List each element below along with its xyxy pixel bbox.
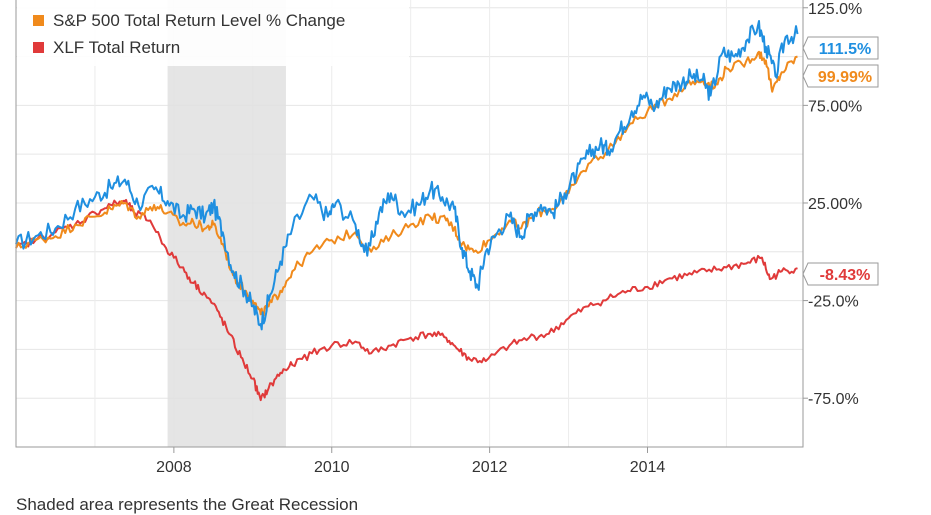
end-value-label: 99.99% <box>818 69 872 86</box>
end-value-callouts: 111.5% 99.99% -8.43% <box>802 36 879 286</box>
y-tick-label: 75.00% <box>808 98 862 115</box>
y-tick-label: 25.00% <box>808 196 862 213</box>
y-tick-label: 125.0% <box>808 1 862 18</box>
x-axis-ticks: 2008 2010 2012 2014 <box>156 447 665 476</box>
series-lines <box>15 20 799 402</box>
x-tick-label: 2010 <box>314 459 350 476</box>
plot-frame <box>15 0 804 448</box>
x-tick-label: 2008 <box>156 459 192 476</box>
legend-label: S&P Total Return <box>53 0 183 3</box>
end-value-callout: 99.99% <box>802 64 879 88</box>
legend: S&P Total Return S&P 500 Total Return Lev… <box>17 0 409 66</box>
legend-swatch <box>33 42 44 53</box>
series-line-3 <box>15 198 798 402</box>
legend-label: S&P 500 Total Return Level % Change <box>53 11 345 30</box>
legend-label: XLF Total Return <box>53 38 180 57</box>
y-tick-label: -25.0% <box>808 294 859 311</box>
y-axis-ticks: 125.0% 75.00% 25.00% -25.0% -75.0% <box>803 1 862 408</box>
series-line-2 <box>15 50 798 317</box>
x-tick-label: 2014 <box>630 459 666 476</box>
end-value-callout: 111.5% <box>802 36 879 60</box>
series-line-1 <box>15 20 799 331</box>
footnote: Shaded area represents the Great Recessi… <box>16 495 359 514</box>
end-value-label: 111.5% <box>819 41 872 58</box>
y-tick-label: -75.0% <box>808 391 859 408</box>
x-tick-label: 2012 <box>472 459 508 476</box>
legend-swatch <box>33 15 44 26</box>
end-value-label: -8.43% <box>820 267 871 284</box>
recession-shading <box>167 0 286 447</box>
legend-box <box>17 0 409 66</box>
gridlines <box>16 0 803 448</box>
end-value-callout: -8.43% <box>802 262 879 286</box>
